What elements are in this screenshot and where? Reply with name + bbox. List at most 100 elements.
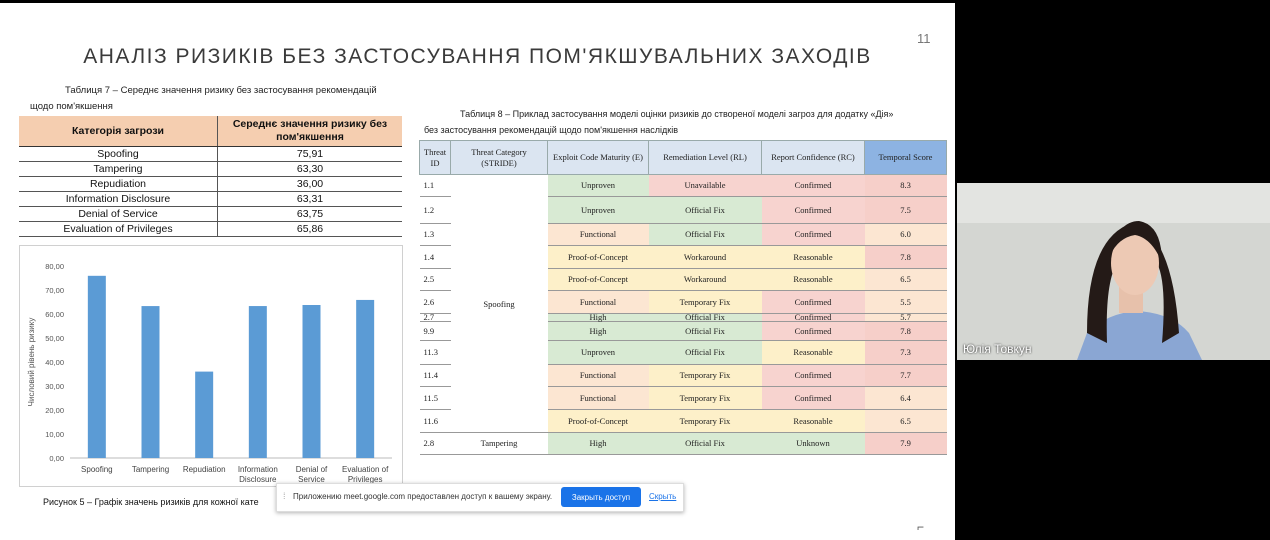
drag-handle-icon[interactable]: ⁞ xyxy=(283,491,286,501)
table7-cell-category: Evaluation of Privileges xyxy=(19,221,218,237)
table7-row: Spoofing 75,91 xyxy=(19,146,402,162)
table8-cell-id: 1.2 xyxy=(419,196,451,224)
table8-cell-rl: Workaround xyxy=(648,268,762,291)
y-tick-label: 20,00 xyxy=(45,406,64,415)
x-category-label: Disclosure xyxy=(239,475,277,484)
risk-bar-chart: 0,00 10,00 20,00 30,00 40,00 50,00 60,00 70,00 8… xyxy=(19,245,403,487)
table8-cell-rc: Reasonable xyxy=(761,409,865,433)
table8-cell-id: 1.4 xyxy=(419,245,451,269)
table8-cell-rl: Official Fix xyxy=(648,340,762,365)
table8-cell-rl: Workaround xyxy=(648,245,762,269)
table8-cell-rc: Confirmed xyxy=(761,313,865,322)
page-number: 11 xyxy=(917,31,931,46)
table8-cell-score: 5.7 xyxy=(864,313,947,322)
table8-cell-id: 2.8 xyxy=(419,432,451,455)
y-tick-label: 70,00 xyxy=(45,286,64,295)
y-tick-label: 80,00 xyxy=(45,262,64,271)
table7-header-value: Середнє значення ризику без пом'якшення xyxy=(217,116,402,147)
bar-tampering xyxy=(141,306,160,458)
y-tick-label: 50,00 xyxy=(45,334,64,343)
table8-header-id: Threat ID xyxy=(419,140,451,175)
table8-cell-rc: Reasonable xyxy=(761,268,865,291)
x-category-label: Tampering xyxy=(132,465,169,474)
table8-header-e: Exploit Code Maturity (E) xyxy=(547,140,649,175)
table8-cell-rc: Reasonable xyxy=(761,340,865,365)
table8-cell-e: Functional xyxy=(547,223,649,246)
table8-cell-score: 6.5 xyxy=(864,409,947,433)
table8-row: 11.3 Unproven Official Fix Reasonable 7.3 xyxy=(419,340,947,365)
table8-cell-rl: Temporary Fix xyxy=(648,409,762,433)
table7-caption-line2: щодо пом'якшення xyxy=(30,101,113,112)
table8-cell-rc: Unknown xyxy=(761,432,865,455)
table8-caption-line1: Таблиця 8 – Приклад застосування моделі … xyxy=(460,109,894,119)
table8-cell-e: Functional xyxy=(547,290,649,314)
table8-cell-rc: Confirmed xyxy=(761,223,865,246)
x-category-label: Evaluation of xyxy=(342,465,389,474)
risk-model-table: Threat ID Threat Category (STRIDE) Explo… xyxy=(419,140,947,455)
table8-cell-score: 7.3 xyxy=(864,340,947,365)
stop-sharing-button[interactable]: Закрыть доступ xyxy=(561,487,641,507)
table8-cell-category-spoofing: Spoofing xyxy=(450,174,548,433)
table8-cell-score: 6.5 xyxy=(864,268,947,291)
table8-cell-rl: Official Fix xyxy=(648,223,762,246)
x-category-label: Service xyxy=(298,475,325,484)
table8-cell-rl: Temporary Fix xyxy=(648,364,762,387)
table7-header-category: Категорія загрози xyxy=(19,116,218,147)
table8-cell-id: 2.6 xyxy=(419,290,451,314)
table8-row: 2.5 Proof-of-Concept Workaround Reasonable 6… xyxy=(419,268,947,291)
y-tick-label: 60,00 xyxy=(45,310,64,319)
table8-cell-rc: Confirmed xyxy=(761,364,865,387)
table8-caption: Таблиця 8 – Приклад застосування моделі … xyxy=(424,106,954,138)
table8-cell-rl: Temporary Fix xyxy=(648,386,762,410)
table8-cell-id: 11.5 xyxy=(419,386,451,410)
table7-cell-category: Spoofing xyxy=(19,146,218,162)
table8-cell-e: Unproven xyxy=(547,196,649,224)
table8-cell-rc: Confirmed xyxy=(761,290,865,314)
table7-cell-value: 65,86 xyxy=(217,221,402,237)
share-message: Приложению meet.google.com предоставлен … xyxy=(293,492,553,501)
bar-repudiation xyxy=(195,371,214,458)
table8-cell-e: Unproven xyxy=(547,340,649,365)
bar-information-disclosure xyxy=(248,306,267,458)
y-axis-label: Числовий рівень ризику xyxy=(27,318,36,407)
table8-row: 2.8 Tampering High Official Fix Unknown 7.9 xyxy=(419,432,947,455)
table8-cell-e: Unproven xyxy=(547,174,649,197)
y-tick-label: 10,00 xyxy=(45,430,64,439)
table8-cell-score: 5.5 xyxy=(864,290,947,314)
table8-header-score: Temporal Score xyxy=(864,140,947,175)
table7-row: Tampering 63,30 xyxy=(19,161,402,177)
table8-row: 11.4 Functional Temporary Fix Confirmed 7.7 xyxy=(419,364,947,387)
table8-cell-id: 9.9 xyxy=(419,321,451,341)
table8-cell-id: 11.4 xyxy=(419,364,451,387)
table8-header-category: Threat Category (STRIDE) xyxy=(450,140,548,175)
table7-cell-category: Information Disclosure xyxy=(19,191,218,207)
table8-cell-score: 7.8 xyxy=(864,321,947,341)
presentation-slide: 11 АНАЛІЗ РИЗИКІВ БЕЗ ЗАСТОСУВАННЯ ПОМ'Я… xyxy=(0,3,955,540)
table8-row: 1.4 Proof-of-Concept Workaround Reasonable 7… xyxy=(419,245,947,269)
screen-share-bar: ⁞ Приложению meet.google.com предоставле… xyxy=(276,483,684,512)
table8-cell-score: 7.7 xyxy=(864,364,947,387)
table8-cell-id: 1.1 xyxy=(419,174,451,197)
table7-row: Information Disclosure 63,31 xyxy=(19,191,402,207)
table8-row: 1.2 Unproven Official Fix Confirmed 7.5 xyxy=(419,196,947,224)
table7-row: Repudiation 36,00 xyxy=(19,176,402,192)
table8-row: 1.3 Functional Official Fix Confirmed 6.0 xyxy=(419,223,947,246)
table7-cell-value: 63,31 xyxy=(217,191,402,207)
table8-cell-id: 11.6 xyxy=(419,409,451,433)
table8-cell-score: 7.5 xyxy=(864,196,947,224)
table8-row: 1.1 Spoofing Unproven Unavailable Confirmed 8… xyxy=(419,174,947,433)
hide-link[interactable]: Скрыть xyxy=(649,492,677,501)
table8-row: 2.7 High Official Fix Confirmed 5.7 xyxy=(419,313,947,322)
table8-cell-rc: Confirmed xyxy=(761,196,865,224)
table8-cell-rl: Official Fix xyxy=(648,196,762,224)
table8-cell-id: 2.7 xyxy=(419,313,451,322)
table8-row: 2.6 Functional Temporary Fix Confirmed 5.5 xyxy=(419,290,947,314)
table8-cell-rc: Confirmed xyxy=(761,174,865,197)
table8-cell-rl: Official Fix xyxy=(648,313,762,322)
table8-row: 11.6 Proof-of-Concept Temporary Fix Reasona… xyxy=(419,409,947,433)
table8-cell-rc: Confirmed xyxy=(761,321,865,341)
table8-header-rl: Remediation Level (RL) xyxy=(648,140,762,175)
table7-cell-value: 75,91 xyxy=(217,146,402,162)
figure5-caption: Рисунок 5 – Графік значень ризиків для к… xyxy=(43,497,259,507)
table8-cell-id: 1.3 xyxy=(419,223,451,246)
